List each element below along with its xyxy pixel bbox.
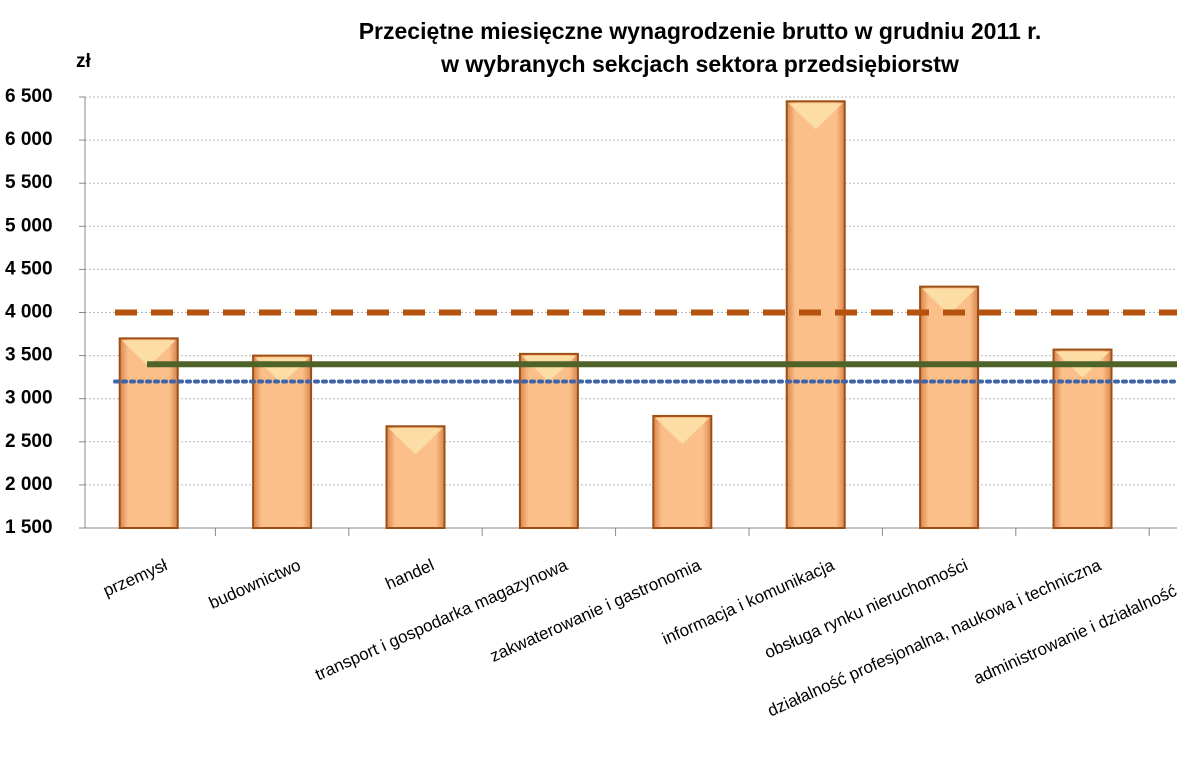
bar-body bbox=[1052, 348, 1113, 530]
x-tick-label: handel bbox=[383, 555, 437, 593]
bar-bevel bbox=[922, 288, 977, 315]
y-tick-label: 5 500 bbox=[5, 172, 53, 193]
bar-bevel bbox=[388, 428, 443, 455]
bar bbox=[118, 337, 179, 529]
y-tick-label: 4 500 bbox=[5, 258, 53, 279]
bar-body bbox=[118, 337, 179, 529]
y-tick-label: 2 500 bbox=[5, 431, 53, 452]
bar bbox=[652, 414, 713, 529]
x-tick-label: transport i gospodarka magazynowa bbox=[312, 555, 571, 684]
y-tick-label: 2 000 bbox=[5, 474, 53, 495]
x-tick-label: zakwaterowanie i gastronomia bbox=[487, 555, 704, 666]
y-tick-label: 1 500 bbox=[5, 517, 53, 538]
bar bbox=[252, 354, 313, 529]
bar bbox=[385, 425, 446, 529]
y-tick-label: 6 500 bbox=[5, 86, 53, 107]
x-tick-label: przemysł bbox=[100, 555, 170, 600]
bar-body bbox=[919, 285, 980, 530]
y-tick-label: 4 000 bbox=[5, 302, 53, 323]
chart-subtitle: w wybranych sekcjach sektora przedsiębio… bbox=[440, 51, 959, 77]
y-tick-label: 5 000 bbox=[5, 215, 53, 236]
x-tick-label: budownictwo bbox=[206, 555, 304, 612]
y-tick-label: 3 000 bbox=[5, 388, 53, 409]
chart-title: Przeciętne miesięczne wynagrodzenie brut… bbox=[359, 18, 1042, 44]
bar-bevel bbox=[788, 103, 843, 130]
y-unit: zł bbox=[76, 51, 92, 72]
y-tick-label: 3 500 bbox=[5, 345, 53, 366]
bar-bevel bbox=[655, 417, 710, 444]
bar-bevel bbox=[121, 340, 176, 367]
bar bbox=[919, 285, 980, 530]
y-tick-label: 6 000 bbox=[5, 129, 53, 150]
bar bbox=[1052, 348, 1113, 530]
bar-body bbox=[252, 354, 313, 529]
